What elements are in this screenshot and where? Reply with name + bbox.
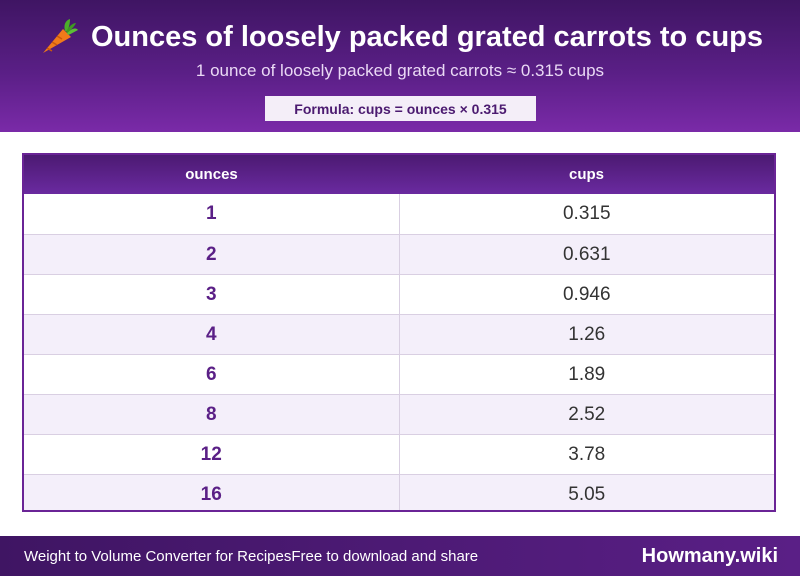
ounces-cell: 1	[24, 194, 400, 234]
title-row: Ounces of loosely packed grated carrots …	[0, 16, 800, 58]
footer-converter-text: Weight to Volume Converter for Recipes	[24, 547, 292, 565]
table-row: 8 2.52	[24, 394, 774, 434]
ounces-cell: 6	[24, 355, 400, 394]
carrot-icon	[42, 19, 78, 53]
page-title: Ounces of loosely packed grated carrots …	[90, 20, 764, 53]
ounces-cell: 3	[24, 275, 400, 314]
cups-cell: 1.89	[568, 363, 606, 385]
table-header: ounces cups	[24, 155, 774, 194]
ounces-cell: 2	[24, 235, 400, 274]
table-body: 1 0.315 2 0.631 3 0.946 4 1.26 6 1.89 8 …	[24, 194, 774, 510]
table-row: 12 3.78	[24, 434, 774, 474]
formula-badge: Formula: cups = ounces × 0.315	[265, 96, 536, 121]
ounces-cell: 8	[24, 395, 400, 434]
cups-cell: 0.946	[562, 283, 611, 305]
ounces-cell: 16	[24, 475, 400, 510]
cups-cell: 0.631	[562, 243, 611, 265]
cups-cell: 3.78	[568, 443, 606, 465]
footer-caption: Weight to Volume Converter for Recipes Fr…	[24, 536, 478, 576]
table-row: 6 1.89	[24, 354, 774, 394]
cups-cell: 5.05	[568, 483, 606, 505]
table-row: 1 0.315	[24, 194, 774, 234]
table-row: 16 5.05	[24, 474, 774, 510]
subtitle: 1 ounce of loosely packed grated carrots…	[195, 61, 605, 80]
column-header-cups: cups	[568, 166, 604, 183]
cups-cell: 1.26	[568, 323, 606, 345]
table-row: 2 0.631	[24, 234, 774, 274]
table-row: 3 0.946	[24, 274, 774, 314]
footer-bar: Weight to Volume Converter for Recipes Fr…	[0, 536, 800, 576]
header-banner: Ounces of loosely packed grated carrots …	[0, 0, 800, 132]
conversion-table: ounces cups 1 0.315 2 0.631 3 0.946 4 1.…	[22, 153, 776, 512]
ounces-cell: 4	[24, 315, 400, 354]
brand-logo-text: Howmany.wiki	[641, 544, 778, 567]
cups-cell: 2.52	[568, 403, 606, 425]
ounces-cell: 12	[24, 435, 400, 474]
table-row: 4 1.26	[24, 314, 774, 354]
cups-cell: 0.315	[562, 203, 611, 224]
footer-share-text: Free to download and share	[291, 547, 479, 565]
column-header-ounces: ounces	[185, 166, 238, 183]
